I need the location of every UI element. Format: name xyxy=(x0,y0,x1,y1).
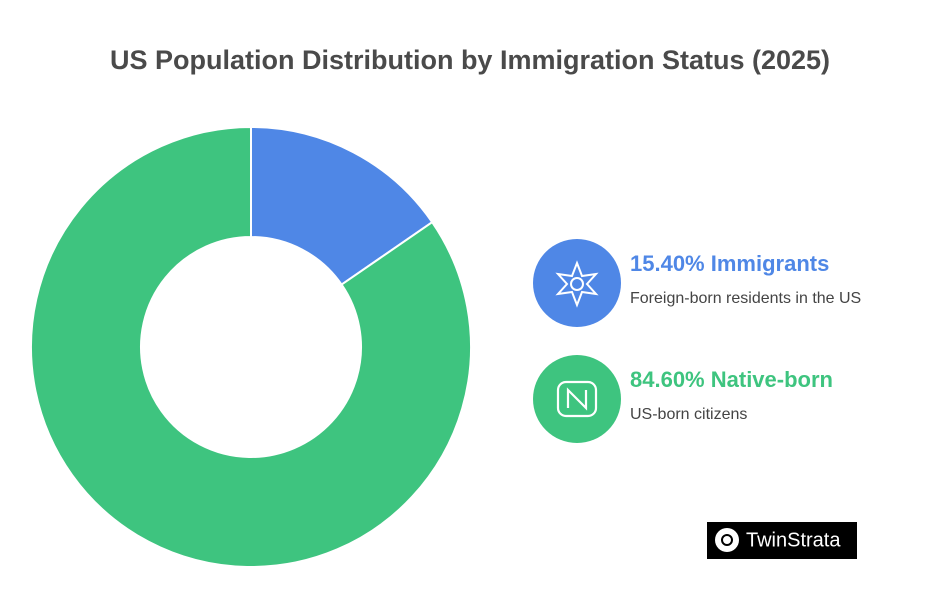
donut-slice xyxy=(30,125,472,568)
legend-name: Immigrants xyxy=(711,251,830,276)
watermark-logo-inner xyxy=(721,534,733,546)
watermark-logo xyxy=(715,528,739,552)
legend-badge xyxy=(533,239,621,327)
watermark: TwinStrata xyxy=(746,529,841,551)
donut-slice xyxy=(250,125,434,286)
legend-label: 15.40% Immigrants xyxy=(630,251,829,276)
native-icon xyxy=(556,380,598,418)
legend-description: US-born citizens xyxy=(630,406,747,423)
legend-name: Native-born xyxy=(711,367,833,392)
chart-title: US Population Distribution by Immigratio… xyxy=(110,45,830,75)
donut xyxy=(30,125,472,568)
legend-value: 15.40% xyxy=(630,251,705,276)
immigrant-icon xyxy=(555,260,599,308)
legend-description: Foreign-born residents in the US xyxy=(630,290,861,307)
legend-value: 84.60% xyxy=(630,367,705,392)
legend-label: 84.60% Native-born xyxy=(630,367,833,392)
legend: 15.40% Immigrants Foreign-born residents … xyxy=(533,239,861,443)
